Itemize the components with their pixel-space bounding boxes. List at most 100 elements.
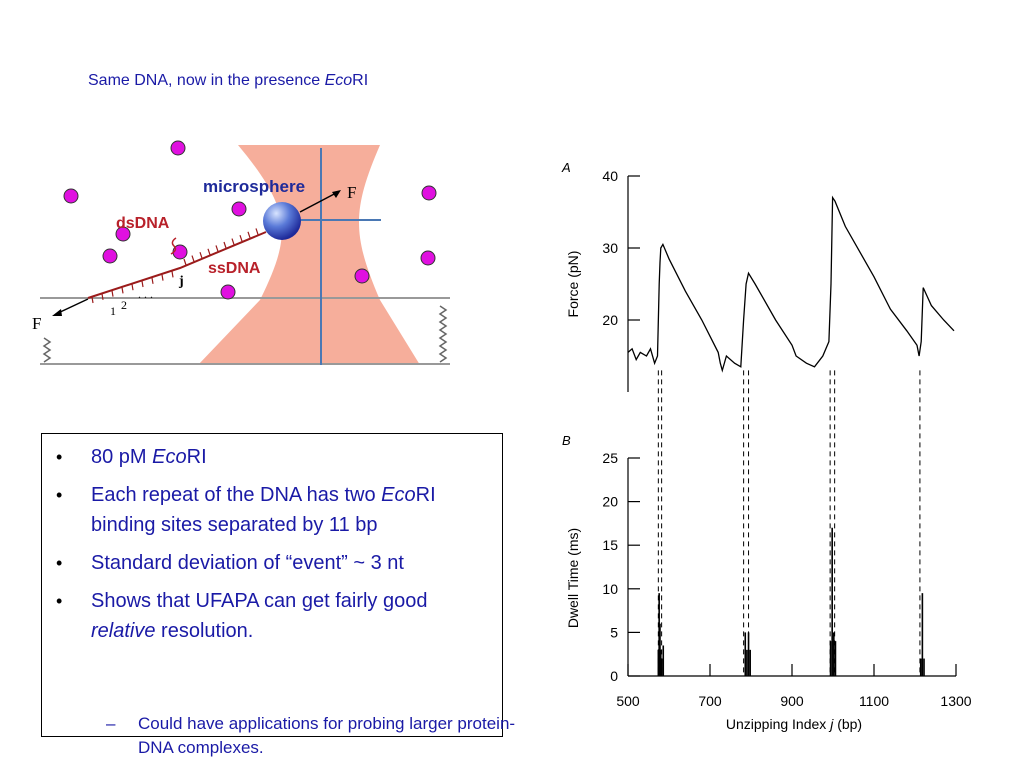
dsdna-base-tick <box>101 293 104 300</box>
dwell-x-tick-label: 1100 <box>859 693 889 709</box>
spring-left <box>42 337 52 363</box>
dsdna-base-tick <box>171 271 174 278</box>
dwell-bar <box>919 658 922 676</box>
dwell-y-tick-label: 5 <box>610 624 618 640</box>
laser-beam <box>198 145 420 365</box>
slide-title: Same DNA, now in the presence EcoRI <box>88 72 369 89</box>
dsdna-base-tick <box>121 287 124 294</box>
bullet-box: • 80 pM EcoRI • Each repeat of the DNA has… <box>41 433 515 757</box>
force-trace-line <box>627 195 955 373</box>
bullet-dot: • <box>56 485 63 505</box>
index-label-j: j <box>178 274 184 289</box>
force-arrowhead-left <box>52 309 62 316</box>
microsphere-label: microsphere <box>203 177 305 196</box>
dwell-bar <box>834 641 837 676</box>
ssdna-strand <box>87 231 267 299</box>
microsphere <box>263 202 301 240</box>
dwell-x-axis-label: Unzipping Index j (bp) <box>726 716 862 732</box>
dwell-bar <box>921 593 924 676</box>
ecori-protein-dot <box>170 140 186 156</box>
ecori-protein-dot <box>115 226 131 242</box>
force-label-right: F <box>347 183 356 202</box>
bullet-item: • Standard deviation of “event” ~ 3 nt <box>42 548 502 578</box>
force-y-tick-label: 20 <box>602 312 618 328</box>
bullet-dot: • <box>56 447 63 467</box>
index-label-1: 1 <box>110 304 116 318</box>
dwell-bar <box>662 645 665 676</box>
dna-molecule <box>87 228 267 304</box>
ecori-protein-dot <box>354 268 370 284</box>
bullet-item: • Shows that UFAPA can get fairly good re… <box>42 586 502 646</box>
dsdna-base-tick <box>91 296 94 304</box>
sub-bullet: – Could have applications for probing la… <box>106 712 526 760</box>
panel-b-label: B <box>562 433 571 448</box>
ssdna-base-tick <box>199 252 203 259</box>
ssdna-base-tick <box>247 231 251 238</box>
bullet-dot: • <box>56 591 63 611</box>
dwell-y-axis-label: Dwell Time (ms) <box>565 528 581 628</box>
ecori-protein-dot <box>63 188 79 204</box>
ecori-protein-dot <box>220 284 236 300</box>
bullet-list: • 80 pM EcoRI • Each repeat of the DNA has… <box>42 442 502 654</box>
sub-bullet-text: Could have applications for probing larg… <box>138 714 516 757</box>
dwell-y-tick-label: 0 <box>610 668 618 684</box>
dwell-bar <box>923 658 925 676</box>
dsdna-base-tick <box>161 274 164 281</box>
ecori-protein-dot <box>231 201 247 217</box>
dwell-bar <box>749 649 751 676</box>
ssdna-label: ssDNA <box>208 260 261 277</box>
panel-a-label: A <box>561 160 571 175</box>
dwell-bar <box>746 649 748 676</box>
dwell-bar <box>658 593 660 676</box>
ssdna-base-tick <box>207 248 211 255</box>
protein-molecules <box>63 140 437 300</box>
dwell-bar <box>659 623 661 676</box>
index-label-2: 2 <box>121 298 127 312</box>
ssdna-base-tick <box>191 255 195 262</box>
dwell-x-tick-label: 1300 <box>940 693 971 709</box>
force-label-left: F <box>32 314 41 333</box>
ecori-protein-dot <box>420 250 436 266</box>
ssdna-base-tick <box>223 241 227 249</box>
dwell-bar <box>660 658 663 676</box>
force-arrowhead-right <box>332 190 341 198</box>
dwell-y-tick-label: 25 <box>602 450 618 466</box>
ssdna-base-tick <box>215 245 219 252</box>
dsdna-base-tick <box>111 290 114 297</box>
dsdna-base-tick <box>131 284 134 291</box>
spring-right <box>438 305 448 363</box>
force-arrow-right <box>299 191 339 213</box>
dna-fork-curl <box>170 237 177 255</box>
sub-bullet-dash: – <box>106 714 116 733</box>
dwell-x-tick-label: 500 <box>616 693 640 709</box>
force-y-axis-label: Force (pN) <box>565 251 581 318</box>
dsdna-label: dsDNA <box>116 215 170 232</box>
force-y-tick-label: 40 <box>602 168 618 184</box>
dwell-bar <box>831 527 833 676</box>
dwell-y-tick-label: 20 <box>602 494 618 510</box>
ssdna-base-tick <box>255 228 259 235</box>
dsdna-base-tick <box>151 277 154 284</box>
force-y-tick-label: 30 <box>602 240 618 256</box>
dwell-bar <box>744 632 747 676</box>
ecori-protein-dot <box>102 248 118 264</box>
bullet-item: • 80 pM EcoRI <box>42 442 502 472</box>
dwell-bar <box>660 649 662 676</box>
dwell-x-tick-label: 900 <box>780 693 804 709</box>
index-label-dots: . . . <box>138 287 153 301</box>
dwell-x-axis-label-part: Unzipping Index <box>726 716 830 732</box>
dwell-y-tick-label: 10 <box>602 581 618 597</box>
bullet-item: • Each repeat of the DNA has two EcoRI bi… <box>42 480 502 540</box>
ssdna-base-tick <box>231 238 235 245</box>
dwell-x-axis-label-part: j <box>828 716 834 732</box>
bullet-dot: • <box>56 553 63 573</box>
dwell-bar <box>833 632 835 676</box>
dwell-y-tick-label: 15 <box>602 537 618 553</box>
ssdna-base-tick <box>183 258 187 266</box>
ssdna-base-tick <box>239 235 243 242</box>
dsdna-base-tick <box>141 280 144 288</box>
dwell-x-axis-label-part: (bp) <box>833 716 862 732</box>
ecori-protein-dot <box>421 185 437 201</box>
